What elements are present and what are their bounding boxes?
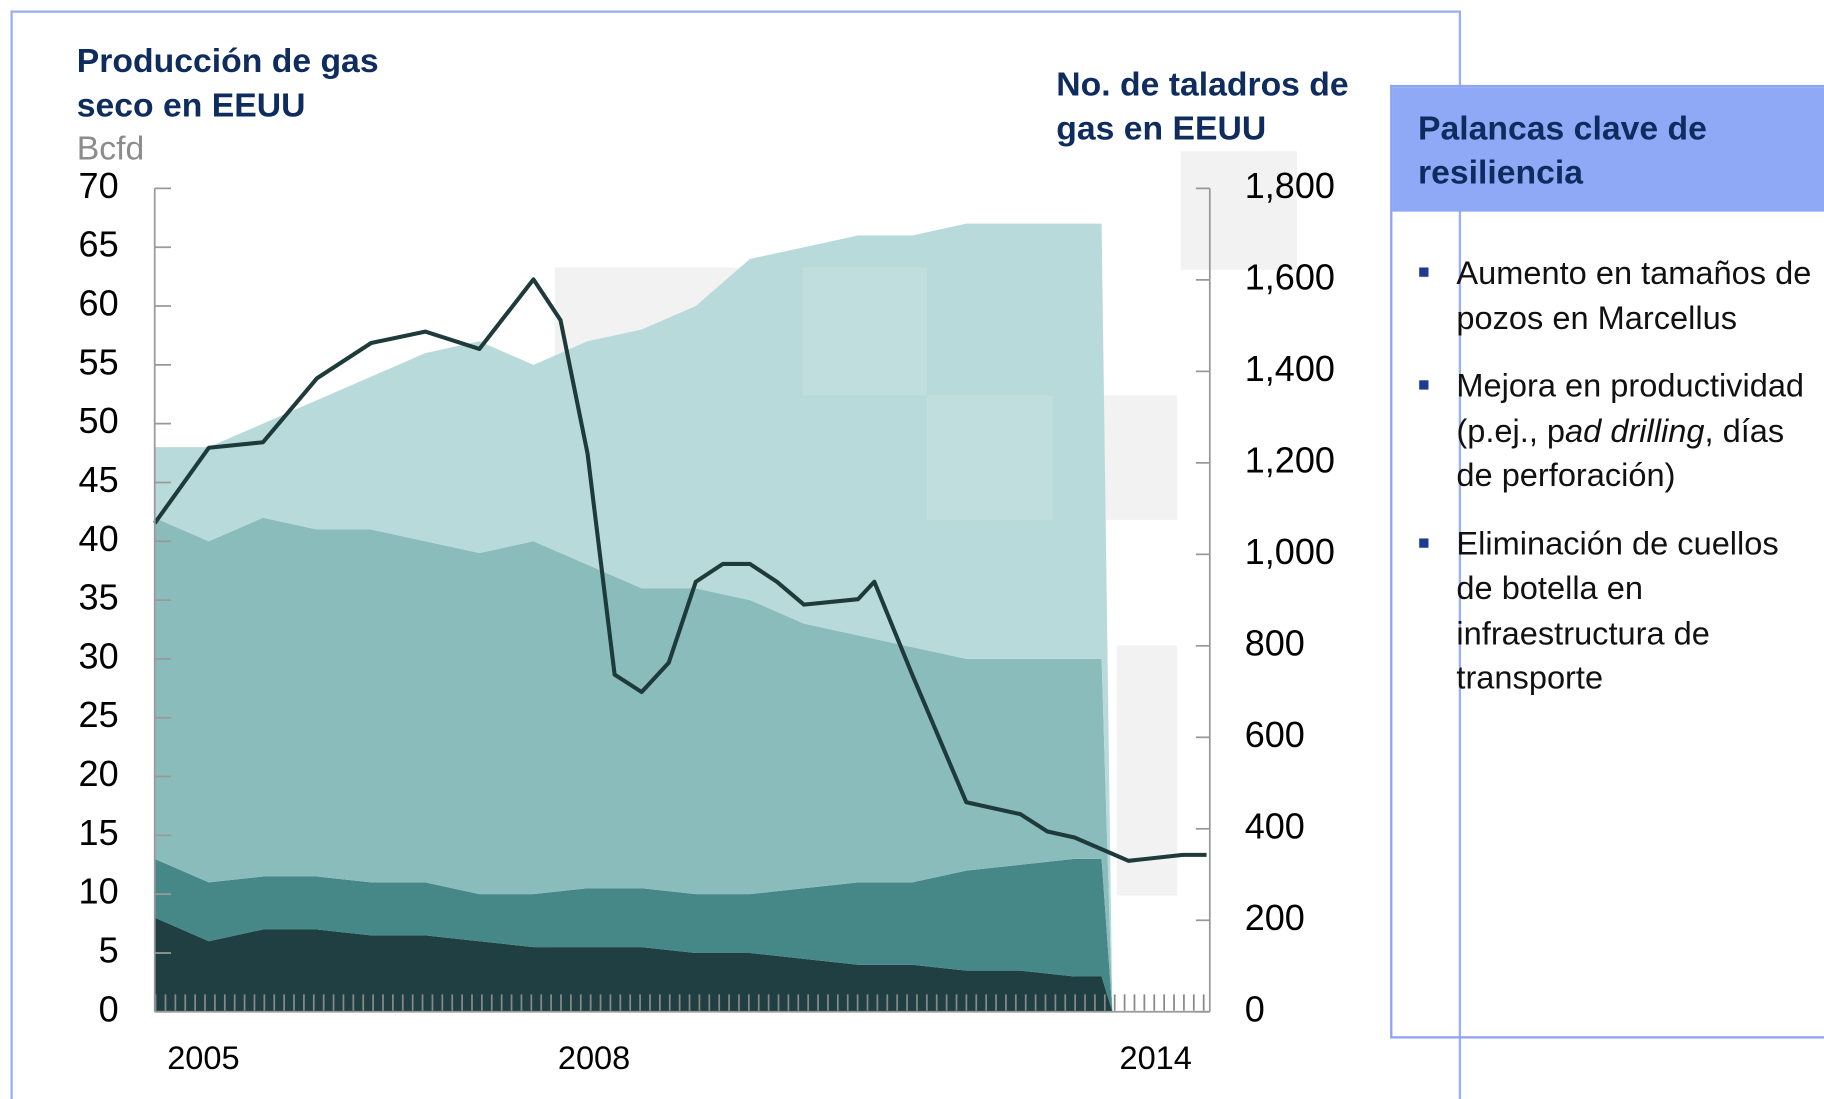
bullet-text: Eliminación de cuellos de botella en inf… — [1456, 525, 1779, 696]
y2-tick-label: 1,200 — [1245, 439, 1335, 480]
bullet-text: , días de perforación) — [1456, 412, 1785, 494]
plot: 0 5 10 15 20 25 30 35 40 45 50 55 60 65 70 0 200 400 600 80… — [79, 165, 1335, 1076]
y-tick-label: 30 — [79, 635, 119, 676]
y-tick-label: 15 — [79, 812, 119, 853]
side-panel: Palancas clave de resiliencia Aumento en… — [1390, 84, 1824, 1039]
y-tick-label: 50 — [79, 400, 119, 441]
y-tick-label: 5 — [99, 929, 119, 970]
y-tick-label: 40 — [79, 518, 119, 559]
y2-tick-label: 200 — [1245, 897, 1305, 938]
y2-tick-label: 600 — [1245, 714, 1305, 755]
y2-tick-label: 1,400 — [1245, 348, 1335, 389]
y-tick-label: 65 — [79, 224, 119, 265]
bullet-text: Aumento en tamaños de pozos en Marcellus — [1456, 254, 1812, 336]
y-tick-label: 45 — [79, 459, 119, 500]
bullet: Aumento en tamaños de pozos en Marcellus — [1419, 251, 1820, 341]
y-axis-title: Producción de gas seco en EEUU — [76, 43, 379, 125]
bullet: Mejora en productividad (p.ej., pad dril… — [1419, 364, 1820, 498]
panel-title: Palancas clave de resiliencia — [1392, 87, 1824, 212]
y-tick-label: 60 — [79, 283, 119, 324]
frame — [10, 10, 1462, 1099]
y2-tick-label: 0 — [1245, 988, 1265, 1029]
y-tick-label: 20 — [79, 753, 119, 794]
area — [154, 858, 1113, 1012]
y2-tick-label: 400 — [1245, 805, 1305, 846]
y2-tick-label: 1,600 — [1245, 256, 1335, 297]
bullet: Eliminación de cuellos de botella en inf… — [1419, 522, 1820, 701]
y2-axis-title: No. de taladros de gas en EEUU — [1056, 66, 1349, 148]
y-tick-label: 70 — [79, 165, 119, 206]
tile-overlays — [802, 267, 1053, 520]
y-tick-label: 10 — [79, 871, 119, 912]
bullet-list: Aumento en tamaños de pozos en Marcellus… — [1392, 212, 1824, 701]
line — [153, 277, 1207, 863]
y-tick-label: 25 — [79, 694, 119, 735]
x-tick-label: 2008 — [558, 1040, 630, 1076]
area — [154, 223, 1113, 1012]
bullet-text: Mejora en productividad (p.ej., p — [1456, 367, 1805, 449]
area — [154, 917, 1113, 1012]
area — [154, 517, 1113, 1012]
y-tick-label: 35 — [79, 577, 119, 618]
y-tick-label: 0 — [99, 988, 119, 1029]
bullet-text: ad drilling — [1565, 412, 1705, 449]
x-tick-label: 2014 — [1119, 1040, 1191, 1076]
y2-tick-label: 1,800 — [1245, 165, 1335, 206]
y-axis-unit: Bcfd — [76, 130, 145, 168]
y2-tick-label: 1,000 — [1245, 531, 1335, 572]
x-tick-label: 2005 — [167, 1040, 239, 1076]
y-tick-label: 55 — [79, 341, 119, 382]
y2-tick-label: 800 — [1245, 622, 1305, 663]
